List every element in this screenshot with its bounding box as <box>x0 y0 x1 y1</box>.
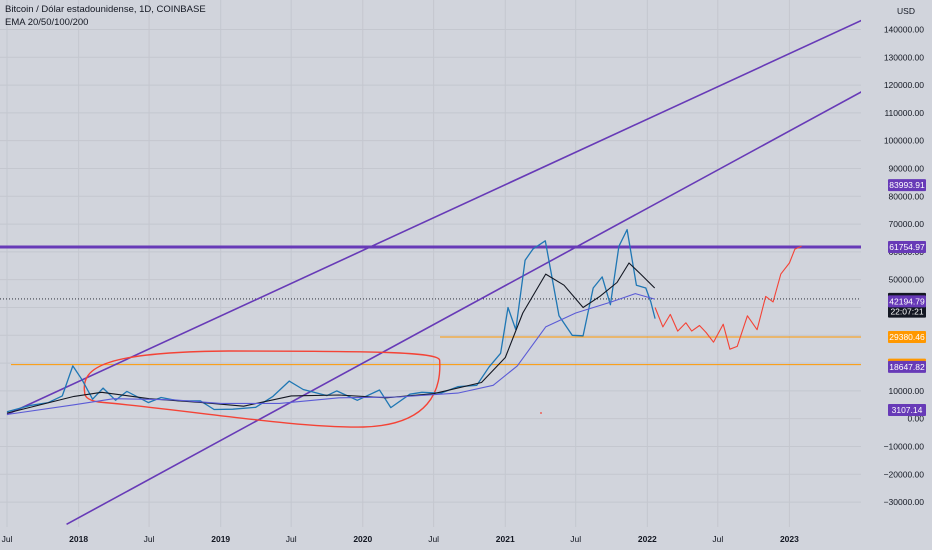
x-tick-label: Jul <box>712 534 723 544</box>
y-tick-label: 120000.00 <box>884 80 924 90</box>
consolidation-ellipse <box>83 350 441 428</box>
y-tick-label: 130000.00 <box>884 52 924 62</box>
time-axis <box>0 527 932 550</box>
price-badge-label: 29380.46 <box>889 332 925 342</box>
x-tick-label: Jul <box>570 534 581 544</box>
plot-area <box>0 19 861 526</box>
price-badge-label: 42194.79 <box>889 296 925 306</box>
x-tick-label: Jul <box>2 534 13 544</box>
x-tick-label: Jul <box>286 534 297 544</box>
price-badge-label: 83993.91 <box>889 180 925 190</box>
y-tick-label: 100000.00 <box>884 136 924 146</box>
y-tick-label: 70000.00 <box>889 219 925 229</box>
chart-title: Bitcoin / Dólar estadounidense, 1D, COIN… <box>5 4 206 15</box>
x-tick-label: 2018 <box>69 534 88 544</box>
ema-line <box>6 293 655 416</box>
y-tick-label: 140000.00 <box>884 24 924 34</box>
x-tick-label: 2021 <box>496 534 515 544</box>
y-tick-label: 90000.00 <box>889 163 925 173</box>
price-badge <box>888 360 926 373</box>
y-tick-label: 80000.00 <box>889 191 925 201</box>
price-axis <box>861 0 932 527</box>
trend-channel-line <box>66 91 861 526</box>
price-badge <box>888 404 926 417</box>
price-badge <box>888 295 926 308</box>
price-badge-label: 61754.97 <box>889 242 925 252</box>
x-tick-label: Jul <box>428 534 439 544</box>
price-badge-label: 3107.14 <box>892 405 923 415</box>
currency-label: USD <box>897 6 915 16</box>
indicator-legend[interactable]: EMA 20/50/100/200 <box>5 17 89 28</box>
price-badge <box>888 179 926 192</box>
price-badge-label: 22:07:21 <box>890 307 923 317</box>
price-badge <box>888 241 926 254</box>
y-tick-label: −30000.00 <box>884 497 925 507</box>
price-badge-label: 18647.82 <box>889 362 925 372</box>
y-tick-label: 110000.00 <box>884 108 924 118</box>
trend-channel-line <box>6 19 861 416</box>
y-tick-label: 0.00 <box>907 414 924 424</box>
y-tick-label: −20000.00 <box>884 469 925 479</box>
x-tick-label: 2020 <box>353 534 372 544</box>
y-tick-label: −10000.00 <box>884 441 925 451</box>
price-badge <box>888 305 926 318</box>
x-tick-label: 2023 <box>780 534 799 544</box>
x-tick-label: 2019 <box>211 534 230 544</box>
projection-path <box>654 245 802 350</box>
x-tick-label: Jul <box>144 534 155 544</box>
price-series <box>6 228 656 413</box>
y-tick-label: 10000.00 <box>889 386 925 396</box>
y-tick-label: 50000.00 <box>889 275 925 285</box>
price-badge <box>888 330 926 343</box>
x-tick-label: 2022 <box>638 534 657 544</box>
